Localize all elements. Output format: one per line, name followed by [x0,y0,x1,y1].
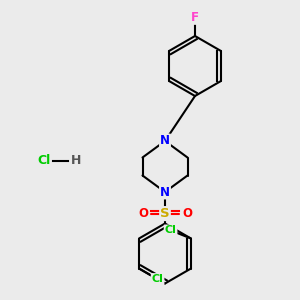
Text: O: O [182,207,192,220]
Text: S: S [160,207,170,220]
Text: Cl: Cl [165,225,176,236]
Text: N: N [160,134,170,148]
Text: N: N [160,185,170,199]
Text: Cl: Cl [152,274,164,284]
Text: F: F [191,11,199,24]
Text: Cl: Cl [37,154,50,167]
Text: H: H [70,154,81,167]
Text: O: O [138,207,148,220]
